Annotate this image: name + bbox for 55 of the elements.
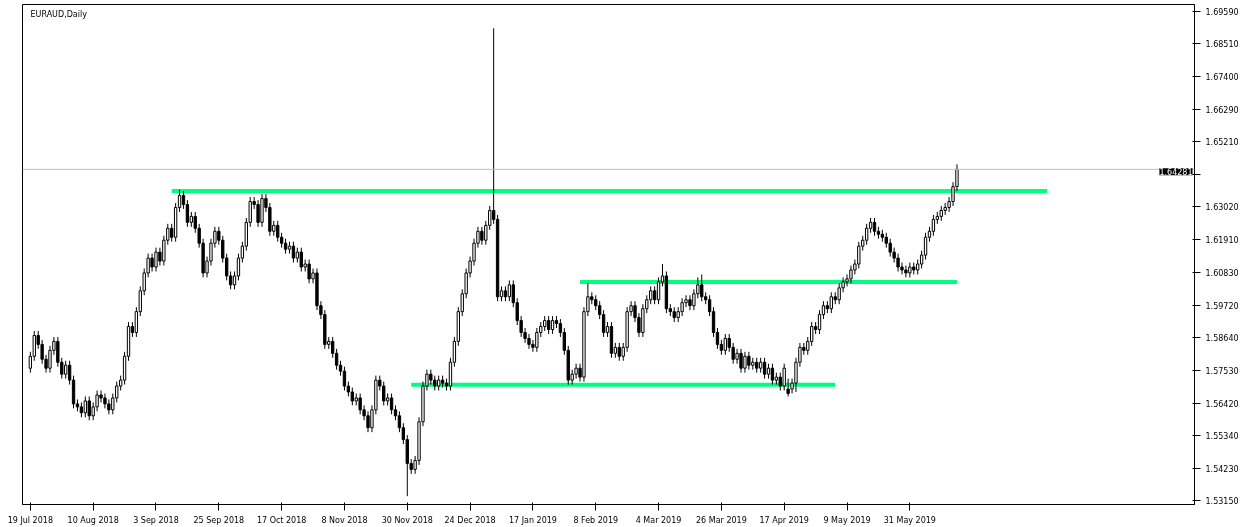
x-tick-label: 24 Dec 2018 [444,515,496,525]
candlestick [154,247,158,272]
y-tick-label: 1.57530 [1205,366,1239,376]
candlestick [87,395,91,421]
candlestick [299,247,303,272]
text: EURAUD,Daily [30,9,88,19]
y-tick-label: 1.56420 [1205,399,1239,409]
candlestick [260,193,264,228]
candlestick [904,265,908,278]
candlestick [342,366,347,392]
candlestick [923,232,928,261]
candlestick [83,395,87,418]
y-tick-label: 1.68510 [1205,39,1239,49]
x-tick-label: 17 Oct 2018 [256,515,307,525]
candlestick [307,259,311,284]
y-tick-label: 1.54230 [1205,464,1239,474]
candlestick [829,291,833,314]
x-tick-label: 8 Nov 2018 [321,515,368,525]
y-tick-label: 1.65210 [1205,138,1239,148]
candlestick [507,279,512,302]
candlestick [256,199,260,228]
x-tick-label: 31 May 2019 [883,515,936,525]
candlestick [864,223,869,246]
y-tick-label: 1.67400 [1205,73,1239,83]
y-tick-label: 1.61910 [1205,236,1239,246]
y-tick-label: 1.59720 [1205,301,1239,311]
candlestick [931,214,936,237]
x-tick-label: 25 Sep 2018 [193,515,245,525]
x-tick-label: 17 Jan 2019 [508,515,557,525]
x-tick-label: 30 Nov 2018 [381,515,433,525]
x-tick-label: 19 Jul 2018 [7,515,53,525]
x-tick-label: 8 Feb 2019 [573,515,619,525]
candlestick [382,381,386,406]
candlestick [743,351,747,374]
candlestick [688,294,692,311]
candlestick [810,321,814,347]
y-tick-label: 1.58640 [1205,333,1239,343]
ref-line-label: 1.64281 [1159,168,1193,178]
candlestick [739,348,743,374]
candlestick [735,348,739,365]
y-tick-label: 1.66290 [1205,106,1239,116]
y-tick-label: 1.53150 [1205,497,1239,507]
x-tick-label: 17 Apr 2019 [759,515,809,525]
candlestick [700,273,704,302]
x-tick-label: 10 Aug 2018 [67,515,119,525]
y-tick-label: 1.60830 [1205,268,1239,278]
x-tick-label: 3 Sep 2018 [133,515,179,525]
x-tick-label: 4 Mar 2019 [635,515,682,525]
candlestick [723,333,727,356]
x-tick-label: 26 Mar 2019 [696,515,747,525]
x-tick-label: 9 May 2019 [823,515,871,525]
y-tick-label: 1.63020 [1205,203,1239,213]
candlestick [782,363,786,392]
y-tick-label: 1.69590 [1205,7,1239,17]
y-tick-label: 1.55340 [1205,431,1239,441]
